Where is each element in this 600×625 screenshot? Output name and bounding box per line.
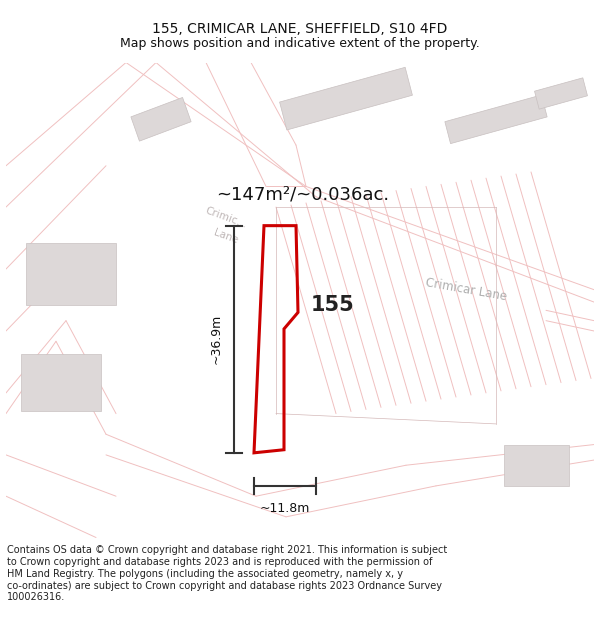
Text: 155: 155	[311, 295, 355, 315]
Text: 100026316.: 100026316.	[7, 592, 65, 602]
Polygon shape	[280, 68, 412, 130]
Polygon shape	[131, 98, 191, 141]
Text: co-ordinates) are subject to Crown copyright and database rights 2023 Ordnance S: co-ordinates) are subject to Crown copyr…	[7, 581, 442, 591]
Polygon shape	[503, 444, 569, 486]
Polygon shape	[535, 78, 587, 109]
Text: 155, CRIMICAR LANE, SHEFFIELD, S10 4FD: 155, CRIMICAR LANE, SHEFFIELD, S10 4FD	[152, 22, 448, 36]
Text: HM Land Registry. The polygons (including the associated geometry, namely x, y: HM Land Registry. The polygons (includin…	[7, 569, 403, 579]
Text: ~147m²/~0.036ac.: ~147m²/~0.036ac.	[216, 186, 389, 204]
Text: Contains OS data © Crown copyright and database right 2021. This information is : Contains OS data © Crown copyright and d…	[7, 545, 448, 555]
Polygon shape	[21, 354, 101, 411]
Text: ~36.9m: ~36.9m	[209, 314, 223, 364]
Text: Crimicar Lane: Crimicar Lane	[424, 276, 508, 303]
Text: to Crown copyright and database rights 2023 and is reproduced with the permissio: to Crown copyright and database rights 2…	[7, 557, 433, 567]
Text: ~11.8m: ~11.8m	[260, 502, 310, 515]
Polygon shape	[26, 243, 116, 305]
Text: Map shows position and indicative extent of the property.: Map shows position and indicative extent…	[120, 38, 480, 50]
Text: Lane: Lane	[212, 227, 239, 245]
Text: Crimic...: Crimic...	[204, 205, 248, 229]
Polygon shape	[445, 95, 547, 144]
